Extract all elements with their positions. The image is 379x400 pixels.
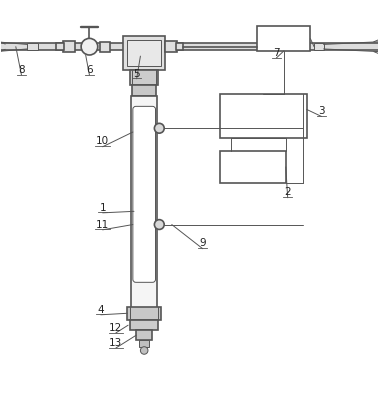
Bar [63, 42, 75, 52]
Bar [131, 96, 157, 313]
Bar [176, 43, 183, 50]
Text: 10: 10 [96, 136, 109, 146]
Circle shape [154, 220, 164, 230]
Bar [139, 340, 149, 347]
Text: 7: 7 [273, 48, 280, 58]
Text: 1: 1 [99, 202, 106, 212]
Bar [220, 94, 307, 138]
Bar [130, 70, 158, 85]
Text: 8: 8 [18, 65, 25, 75]
Bar [27, 43, 38, 50]
Bar [127, 307, 161, 320]
Bar [165, 43, 378, 50]
Bar [130, 320, 158, 330]
Bar [1, 43, 124, 50]
Bar [257, 26, 310, 51]
Bar [56, 43, 64, 50]
Bar [127, 40, 161, 66]
Bar [124, 36, 165, 70]
Text: 3: 3 [318, 106, 325, 116]
FancyBboxPatch shape [133, 106, 155, 282]
Bar [136, 330, 152, 340]
Text: 9: 9 [199, 238, 206, 248]
Circle shape [154, 123, 164, 133]
Bar [220, 151, 286, 183]
Text: 5: 5 [133, 68, 140, 78]
Text: 2: 2 [284, 188, 291, 198]
Text: 11: 11 [96, 220, 109, 230]
Bar [314, 43, 324, 50]
Text: 13: 13 [109, 338, 122, 348]
Text: 4: 4 [97, 304, 104, 314]
Text: 12: 12 [109, 323, 122, 333]
Bar [100, 42, 110, 52]
Bar [133, 85, 156, 96]
Bar [165, 42, 177, 52]
Circle shape [140, 347, 148, 354]
Circle shape [81, 38, 98, 55]
Text: 6: 6 [86, 65, 93, 75]
